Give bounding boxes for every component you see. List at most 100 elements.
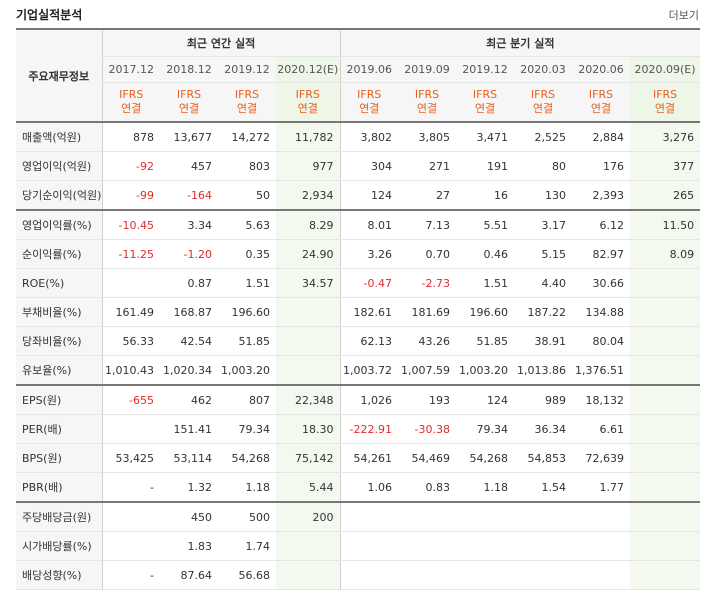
- table-row: 매출액(억원) 878 13,677 14,272 11,782 3,802 3,805 3,…: [16, 121, 701, 152]
- table-cell: [339, 501, 399, 532]
- ifrs-label: IFRS: [588, 88, 614, 101]
- period-header: 2019.06: [339, 56, 399, 83]
- table-cell: 54,853: [514, 443, 573, 473]
- quarter-group-header: 최근 분기 실적: [339, 28, 701, 57]
- table-cell: 18,132: [572, 384, 631, 415]
- table-cell: 168.87: [160, 297, 218, 327]
- period-header: 2019.12: [456, 56, 515, 83]
- table-cell: 24.90: [276, 239, 341, 269]
- section-header: 기업실적분석 더보기: [0, 0, 713, 28]
- ifrs-label: IFRS: [119, 88, 144, 101]
- table-cell: -0.47: [339, 268, 399, 298]
- table-cell: 1.51: [456, 268, 515, 298]
- row-label: ROE(%): [16, 268, 102, 298]
- table-cell: [398, 501, 457, 532]
- row-label: 매출액(억원): [16, 121, 102, 152]
- period-header: 2020.03: [514, 56, 573, 83]
- period-header: 2019.09: [398, 56, 457, 83]
- table-cell: 53,114: [160, 443, 218, 473]
- ifrs-label: IFRS: [652, 88, 678, 101]
- ifrs-badge: IFRS 연결: [276, 82, 341, 123]
- table-cell: 8.01: [339, 209, 399, 240]
- table-cell: 5.63: [218, 209, 276, 240]
- table-row: 배당성향(%) -87.64 56.68: [16, 560, 701, 590]
- financial-table: 주요재무정보 최근 연간 실적 최근 분기 실적 2017.12 2018.12 2…: [16, 28, 701, 590]
- ifrs-badge: IFRS 연결: [514, 82, 573, 123]
- consolidated-label: 연결: [416, 102, 438, 115]
- row-label: 당좌비율(%): [16, 326, 102, 356]
- table-cell: [630, 268, 701, 298]
- table-cell: 54,268: [218, 443, 276, 473]
- table-cell: 79.34: [456, 414, 515, 444]
- ifrs-badge: IFRS 연결: [218, 82, 276, 123]
- table-cell: [514, 560, 573, 590]
- table-cell: 196.60: [456, 297, 515, 327]
- table-cell: [572, 501, 631, 532]
- table-row: 유보율(%) 1,010.43 1,020.34 1,003.20 1,003.72 1,…: [16, 355, 701, 386]
- row-label: 영업이익률(%): [16, 209, 102, 240]
- table-cell: 42.54: [160, 326, 218, 356]
- table-cell: [630, 531, 701, 561]
- table-cell: [630, 355, 701, 386]
- table-cell: 462: [160, 384, 218, 415]
- table-cell: 38.91: [514, 326, 573, 356]
- consolidated-label: 연결: [590, 102, 612, 115]
- table-cell: [630, 326, 701, 356]
- table-row: 주당배당금(원) 450 500 200: [16, 501, 701, 532]
- table-cell: 11.50: [630, 209, 701, 240]
- table-cell: 2,884: [572, 121, 631, 152]
- table-cell: 124: [456, 384, 515, 415]
- table-cell: 450: [160, 501, 218, 532]
- table-cell: 56.68: [218, 560, 276, 590]
- table-cell: 56.33: [101, 326, 160, 356]
- table-cell: 43.26: [398, 326, 457, 356]
- table-cell: [630, 560, 701, 590]
- table-row: BPS(원) 53,425 53,114 54,268 75,142 54,261 54,4…: [16, 443, 701, 473]
- row-label: 배당성향(%): [16, 560, 102, 590]
- ifrs-label: IFRS: [234, 88, 260, 101]
- table-cell: 130: [514, 180, 573, 211]
- table-cell: 34.57: [276, 268, 341, 298]
- table-cell: [276, 560, 341, 590]
- table-row: EPS(원) -655 462 807 22,348 1,026 193 124 989 18,1…: [16, 384, 701, 415]
- consolidated-label: 연결: [297, 102, 318, 115]
- table-cell: 2,934: [276, 180, 341, 211]
- table-cell: -10.45: [101, 209, 160, 240]
- table-cell: 3,276: [630, 121, 701, 152]
- table-cell: -30.38: [398, 414, 457, 444]
- more-link[interactable]: 더보기: [668, 9, 699, 22]
- table-cell: 500: [218, 501, 276, 532]
- table-cell: 0.87: [160, 268, 218, 298]
- table-cell: 1.18: [456, 472, 515, 503]
- table-cell: 161.49: [101, 297, 160, 327]
- table-cell: 13,677: [160, 121, 218, 152]
- table-cell: 4.40: [514, 268, 573, 298]
- ifrs-label: IFRS: [176, 88, 202, 101]
- table-cell: 72,639: [572, 443, 631, 473]
- table-cell: 7.13: [398, 209, 457, 240]
- table-row: PBR(배) -1.32 1.18 5.44 1.06 0.83 1.18 1.54 1.77: [16, 472, 701, 503]
- table-cell: 1.74: [218, 531, 276, 561]
- ifrs-label: IFRS: [472, 88, 498, 101]
- table-cell: 1,003.20: [218, 355, 276, 386]
- table-cell: -655: [101, 384, 160, 415]
- table-cell: 181.69: [398, 297, 457, 327]
- table-cell: 457: [160, 151, 218, 181]
- ifrs-badge: IFRS 연결: [630, 82, 701, 123]
- table-row: 시가배당률(%) 1.83 1.74: [16, 531, 701, 561]
- table-cell: 1,020.34: [160, 355, 218, 386]
- row-label: 주당배당금(원): [16, 501, 102, 532]
- table-cell: 1.83: [160, 531, 218, 561]
- table-cell: 193: [398, 384, 457, 415]
- table-cell: 1.32: [160, 472, 218, 503]
- table-cell: 271: [398, 151, 457, 181]
- table-cell: [630, 297, 701, 327]
- table-cell: 62.13: [339, 326, 399, 356]
- table-cell: [276, 531, 341, 561]
- table-row: 순이익률(%) -11.25 -1.20 0.35 24.90 3.26 0.70 0.46 5…: [16, 239, 701, 269]
- ifrs-label: IFRS: [414, 88, 440, 101]
- period-header: 2020.09(E): [630, 56, 701, 83]
- table-cell: 977: [276, 151, 341, 181]
- table-cell: [630, 414, 701, 444]
- annual-group-header: 최근 연간 실적: [101, 28, 341, 57]
